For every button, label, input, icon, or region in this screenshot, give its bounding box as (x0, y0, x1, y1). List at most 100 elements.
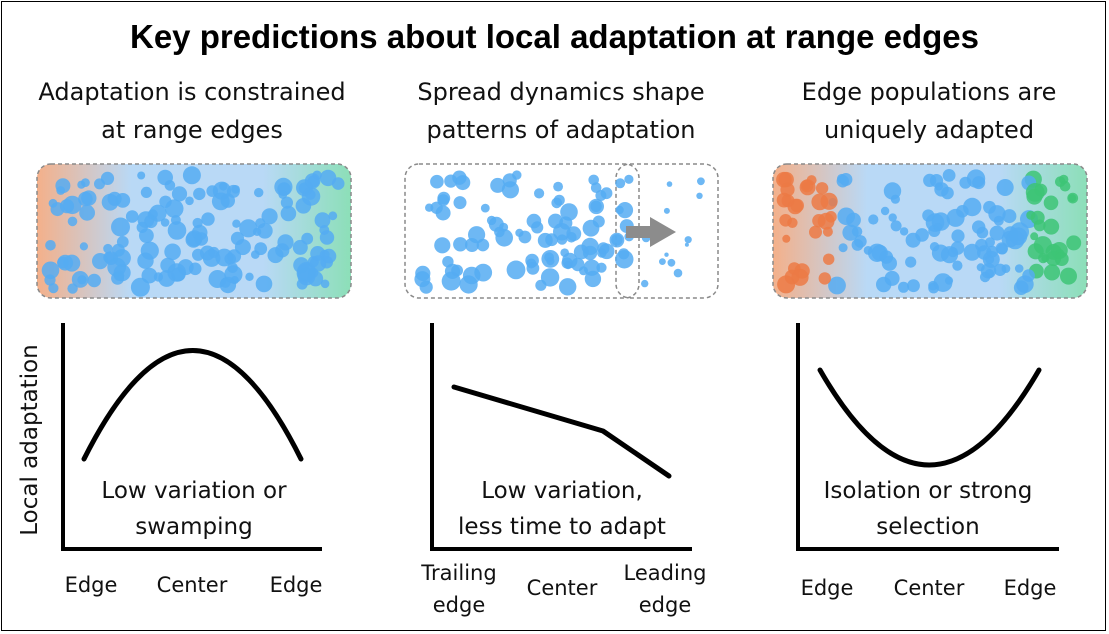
population-dot (1066, 235, 1082, 251)
population-dot (67, 216, 78, 227)
population-dot (293, 257, 310, 274)
population-dot (667, 258, 676, 267)
panel-2-note-line-2: less time to adapt (458, 514, 666, 540)
population-dot (201, 212, 215, 226)
population-edges-panel-3 (772, 163, 1088, 299)
population-dot (185, 196, 194, 206)
population-dot (867, 243, 887, 262)
population-dot (57, 256, 69, 269)
population-dot (277, 234, 294, 251)
population-dot (455, 175, 471, 191)
population-dot (79, 204, 95, 221)
population-dot (544, 252, 554, 263)
panel-1-note-line-1: Low variation or (101, 478, 287, 504)
panel-2-subtitle-line-2: patterns of adaptation (426, 116, 696, 144)
population-dot (811, 193, 829, 211)
population-dot (928, 282, 939, 294)
population-dot (177, 259, 194, 276)
population-dot (996, 179, 1014, 196)
population-dot (192, 248, 205, 261)
panel-2-subtitle: Spread dynamics shape patterns of adapta… (381, 73, 741, 149)
population-dot (1041, 254, 1050, 263)
population-dot (1025, 183, 1045, 202)
population-dot (615, 250, 634, 269)
population-dot (219, 182, 228, 191)
population-dot (854, 235, 867, 248)
population-dot (1060, 267, 1077, 285)
population-dot (1013, 280, 1029, 295)
population-dot (898, 281, 909, 293)
population-dot (684, 236, 692, 244)
population-dot (907, 279, 920, 293)
population-dot (1005, 230, 1025, 250)
population-dot (781, 194, 795, 208)
population-dot (441, 271, 461, 291)
population-dot (989, 225, 1005, 241)
population-dot (794, 263, 810, 279)
panel-2-subtitle-line-1: Spread dynamics shape (417, 78, 705, 106)
panel-3-note-line-1: Isolation or strong (823, 478, 1033, 504)
population-dot (296, 278, 308, 290)
population-dot (488, 216, 504, 232)
plot-2-curve-declining (451, 384, 672, 479)
population-dot (506, 260, 526, 280)
population-dot (170, 215, 181, 225)
population-dot (453, 237, 468, 252)
panel-3-xtick-center: Center (893, 576, 965, 600)
spread-arrow-icon (626, 217, 676, 247)
panel-1-note: Low variation or swamping (44, 473, 344, 545)
population-dot (1030, 210, 1045, 225)
population-dot (1001, 264, 1011, 273)
population-dot (140, 241, 159, 260)
panel-3-subtitle-line-1: Edge populations are (801, 78, 1057, 106)
population-dot (696, 192, 703, 199)
population-dot (512, 170, 522, 180)
population-dot (278, 190, 288, 199)
panel-3-note-line-2: selection (876, 514, 980, 540)
population-dot (101, 193, 119, 211)
population-dot (659, 258, 666, 265)
panel-2-xtick-left: Trailing edge (421, 561, 497, 617)
population-dot (899, 227, 909, 236)
panel-2-note-line-1: Low variation, (481, 478, 643, 504)
population-dot (851, 226, 863, 237)
population-dot (1067, 192, 1079, 204)
plot-3-axes (796, 323, 1059, 551)
population-dot (147, 209, 158, 220)
population-dot (809, 225, 822, 239)
population-dot (78, 191, 93, 207)
population-dot (141, 267, 158, 284)
population-dot (923, 173, 937, 187)
population-dot (261, 208, 278, 225)
plot-3-curve-trough (817, 367, 1042, 468)
population-dot (474, 263, 493, 282)
panel-2-xtick-right: Leading edge (623, 561, 707, 617)
population-dot (818, 272, 831, 285)
population-dot (806, 175, 817, 186)
population-dot (812, 214, 826, 228)
population-dot (573, 244, 589, 260)
plot-2-axes (430, 323, 692, 551)
population-dot (130, 277, 150, 297)
population-dot (777, 275, 796, 294)
population-dot (314, 212, 331, 229)
population-dot (1043, 195, 1059, 211)
population-dot (414, 271, 431, 288)
plot-1-axes (61, 323, 322, 551)
population-dot (137, 171, 146, 180)
panel-1-xtick-left: Edge (64, 573, 118, 597)
population-dot (81, 178, 90, 187)
population-dot (684, 242, 689, 247)
population-dot (112, 243, 125, 257)
population-dot (280, 196, 293, 209)
population-dot (442, 256, 454, 268)
population-dot (1043, 264, 1061, 281)
population-dot (453, 196, 467, 210)
population-gradient-panel-1 (36, 163, 352, 299)
population-dot (301, 232, 314, 245)
population-dot (79, 242, 88, 251)
panel-1-xtick-center: Center (156, 573, 228, 597)
population-dot (592, 215, 605, 228)
population-dot (185, 231, 202, 248)
